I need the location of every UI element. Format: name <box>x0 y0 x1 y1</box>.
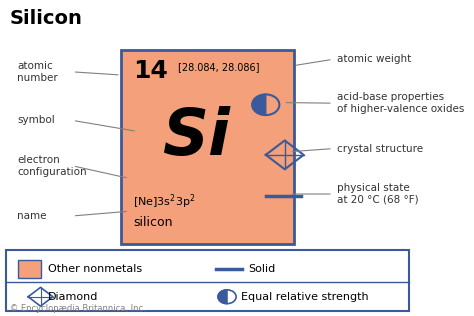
FancyBboxPatch shape <box>18 260 40 278</box>
Text: symbol: symbol <box>17 115 55 125</box>
Text: atomic weight: atomic weight <box>337 54 411 64</box>
Text: [28.084, 28.086]: [28.084, 28.086] <box>179 63 260 72</box>
Text: atomic
number: atomic number <box>17 61 58 83</box>
FancyBboxPatch shape <box>121 50 294 244</box>
Text: electron
configuration: electron configuration <box>17 155 87 177</box>
Text: Other nonmetals: Other nonmetals <box>47 264 142 274</box>
Text: physical state
at 20 °C (68 °F): physical state at 20 °C (68 °F) <box>337 183 419 205</box>
Text: Solid: Solid <box>248 264 276 274</box>
Text: acid-base properties
of higher-valence oxides: acid-base properties of higher-valence o… <box>337 92 465 114</box>
Text: name: name <box>17 211 46 221</box>
Polygon shape <box>252 94 266 115</box>
Text: Si: Si <box>162 106 230 168</box>
Text: Equal relative strength: Equal relative strength <box>241 292 369 302</box>
Text: 14: 14 <box>133 59 168 83</box>
Polygon shape <box>218 290 227 304</box>
Text: $\mathrm{[Ne]3s^{2}3p^{2}}$: $\mathrm{[Ne]3s^{2}3p^{2}}$ <box>133 192 196 211</box>
Text: © Encyclopædia Britannica, Inc.: © Encyclopædia Britannica, Inc. <box>9 304 146 313</box>
Text: Silicon: Silicon <box>9 9 82 28</box>
FancyBboxPatch shape <box>6 250 409 312</box>
Text: Diamond: Diamond <box>47 292 98 302</box>
Text: silicon: silicon <box>133 216 173 229</box>
Text: crystal structure: crystal structure <box>337 143 423 154</box>
